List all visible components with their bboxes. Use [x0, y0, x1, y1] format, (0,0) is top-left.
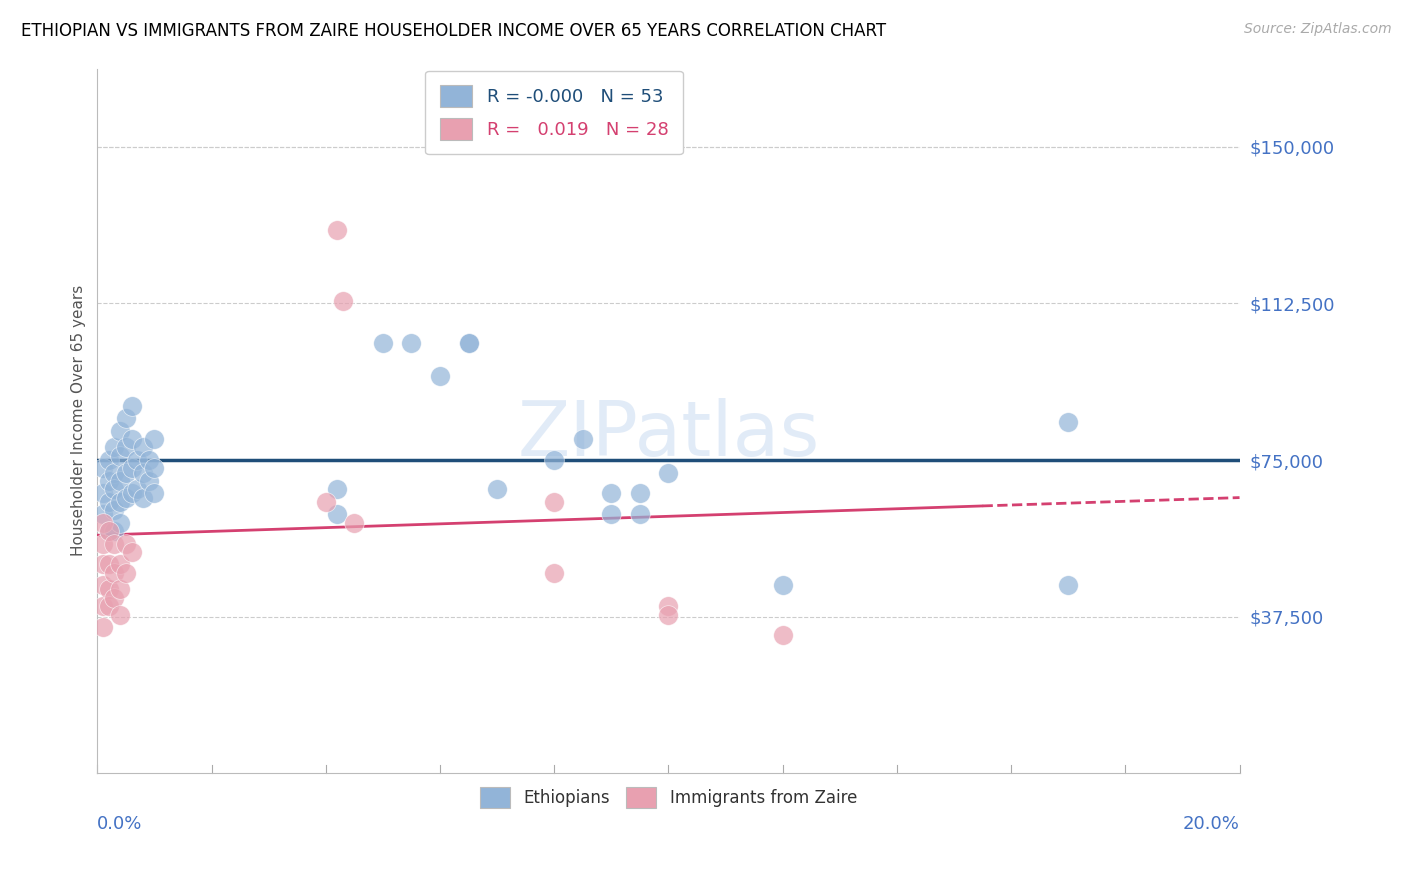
Point [97, 582, 120, 597]
Point [132, 491, 155, 505]
Point [115, 491, 138, 505]
Point [429, 369, 451, 384]
Text: 20.0%: 20.0% [1182, 815, 1240, 833]
Point [91, 558, 114, 572]
Point [91, 599, 114, 614]
Point [115, 411, 138, 425]
Point [97, 474, 120, 488]
Point [1057, 416, 1080, 430]
Point [457, 336, 479, 351]
Point [343, 516, 366, 530]
Legend: Ethiopians, Immigrants from Zaire: Ethiopians, Immigrants from Zaire [472, 780, 863, 814]
Point [543, 566, 565, 580]
Point [115, 536, 138, 550]
Point [115, 466, 138, 480]
Point [571, 432, 593, 446]
Point [91, 536, 114, 550]
Point [132, 441, 155, 455]
Y-axis label: Householder Income Over 65 years: Householder Income Over 65 years [72, 285, 86, 557]
Point [600, 508, 623, 522]
Point [103, 524, 125, 538]
Point [138, 453, 160, 467]
Point [628, 486, 651, 500]
Point [138, 474, 160, 488]
Point [108, 424, 131, 438]
Point [326, 508, 349, 522]
Point [127, 453, 149, 467]
Point [143, 486, 166, 500]
Point [91, 516, 114, 530]
Point [121, 432, 143, 446]
Point [103, 503, 125, 517]
Point [121, 461, 143, 475]
Point [315, 495, 337, 509]
Point [457, 336, 479, 351]
Point [103, 466, 125, 480]
Point [108, 607, 131, 622]
Point [103, 482, 125, 496]
Point [91, 578, 114, 592]
Point [108, 558, 131, 572]
Point [143, 461, 166, 475]
Point [91, 461, 114, 475]
Point [543, 495, 565, 509]
Point [91, 620, 114, 634]
Point [108, 495, 131, 509]
Text: ZIPatlas: ZIPatlas [517, 398, 820, 472]
Point [657, 607, 679, 622]
Point [97, 453, 120, 467]
Point [97, 558, 120, 572]
Point [628, 508, 651, 522]
Point [132, 466, 155, 480]
Text: Source: ZipAtlas.com: Source: ZipAtlas.com [1244, 22, 1392, 37]
Point [103, 591, 125, 605]
Point [401, 336, 423, 351]
Point [108, 582, 131, 597]
Point [143, 432, 166, 446]
Point [91, 508, 114, 522]
Point [108, 474, 131, 488]
Point [97, 524, 120, 538]
Point [332, 294, 354, 309]
Point [326, 482, 349, 496]
Point [121, 399, 143, 413]
Point [115, 441, 138, 455]
Point [97, 599, 120, 614]
Point [121, 545, 143, 559]
Point [657, 466, 679, 480]
Point [97, 495, 120, 509]
Point [600, 486, 623, 500]
Point [115, 566, 138, 580]
Text: ETHIOPIAN VS IMMIGRANTS FROM ZAIRE HOUSEHOLDER INCOME OVER 65 YEARS CORRELATION : ETHIOPIAN VS IMMIGRANTS FROM ZAIRE HOUSE… [21, 22, 886, 40]
Point [543, 453, 565, 467]
Point [91, 486, 114, 500]
Point [127, 482, 149, 496]
Point [121, 486, 143, 500]
Point [108, 516, 131, 530]
Point [97, 524, 120, 538]
Point [371, 336, 394, 351]
Point [108, 449, 131, 463]
Point [103, 441, 125, 455]
Text: 0.0%: 0.0% [97, 815, 143, 833]
Point [103, 566, 125, 580]
Point [772, 628, 794, 642]
Point [657, 599, 679, 614]
Point [326, 223, 349, 237]
Point [486, 482, 509, 496]
Point [772, 578, 794, 592]
Point [1057, 578, 1080, 592]
Point [103, 536, 125, 550]
